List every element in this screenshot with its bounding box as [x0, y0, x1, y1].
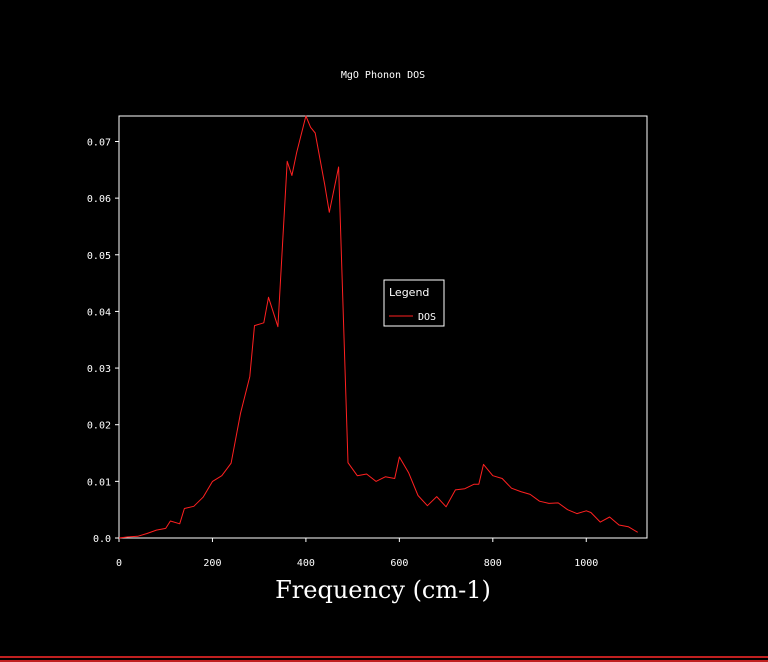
series-line-dos [118, 115, 638, 539]
x-axis-label: Frequency (cm-1) [275, 576, 491, 604]
y-tick-label: 0.04 [87, 307, 111, 318]
legend-title: Legend [389, 286, 429, 299]
y-tick-label: 0.0 [93, 534, 111, 545]
plot-frame [118, 115, 648, 539]
y-tick-label: 0.01 [87, 477, 111, 488]
x-tick-label: 1000 [574, 558, 598, 569]
legend-label-dos: DOS [418, 312, 436, 323]
x-tick-label: 200 [203, 558, 221, 569]
chart-title: MgO Phonon DOS [341, 70, 425, 81]
x-axis: 0 200 400 600 800 1000 [116, 538, 598, 569]
y-tick-label: 0.02 [87, 421, 111, 432]
x-tick-label: 400 [297, 558, 315, 569]
window-bottom-edge [0, 656, 768, 662]
series-layer [118, 115, 638, 539]
y-tick-label: 0.06 [87, 194, 111, 205]
y-tick-label: 0.05 [87, 251, 111, 262]
y-tick-label: 0.07 [87, 137, 111, 148]
y-axis: 0.0 0.01 0.02 0.03 0.04 0.05 0.06 0.07 [87, 137, 119, 545]
legend[interactable]: Legend DOS [383, 279, 445, 327]
legend-box [383, 279, 445, 327]
x-tick-label: 600 [390, 558, 408, 569]
x-tick-label: 800 [484, 558, 502, 569]
x-tick-label: 0 [116, 558, 122, 569]
y-tick-label: 0.03 [87, 364, 111, 375]
